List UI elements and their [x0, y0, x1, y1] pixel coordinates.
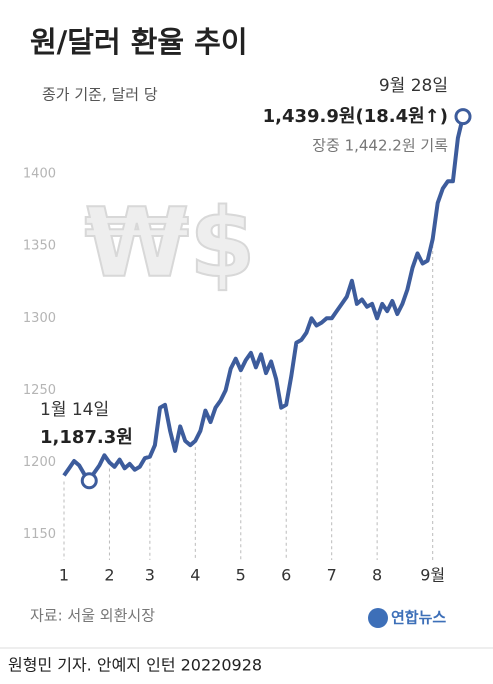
annotation: 1,187.3원 [40, 427, 133, 448]
y-tick-label: 1400 [23, 167, 56, 182]
chart-subtitle: 종가 기준, 달러 당 [42, 86, 158, 104]
x-tick-label: 9월 [420, 566, 445, 585]
annotation: 장중 1,442.2원 기록 [312, 137, 448, 155]
y-tick-label: 1200 [23, 455, 56, 470]
source: 자료: 서울 외환시장 [30, 607, 155, 625]
chart-title: 원/달러 환율 추이 [30, 25, 248, 59]
x-tick-label: 3 [145, 566, 155, 585]
x-tick-label: 8 [372, 566, 382, 585]
line [62, 116, 465, 483]
marker [80, 472, 98, 490]
annotation: 9월 28일 [379, 76, 448, 96]
x-tick-label: 5 [236, 566, 246, 585]
x-tick-label: 7 [327, 566, 337, 585]
y-tick-label: 1150 [23, 527, 56, 542]
annotation: 1월 14일 [40, 400, 109, 420]
y-tick-label: 1250 [23, 383, 56, 398]
marker [454, 108, 472, 126]
footer: 원형민 기자. 안예지 인턴 20220928 [8, 656, 262, 675]
annotation: 1,439.9원(18.4원↑) [263, 106, 448, 127]
x-tick-label: 4 [190, 566, 200, 585]
logo-icon [368, 608, 388, 628]
x-tick-label: 2 [104, 566, 114, 585]
x-tick-label: 1 [59, 566, 69, 585]
x-tick-label: 6 [281, 566, 291, 585]
logo: 연합뉴스 [391, 609, 446, 627]
y-tick-label: 1300 [23, 311, 56, 326]
watermark: ₩$ [85, 189, 256, 299]
y-tick-label: 1350 [23, 239, 56, 254]
